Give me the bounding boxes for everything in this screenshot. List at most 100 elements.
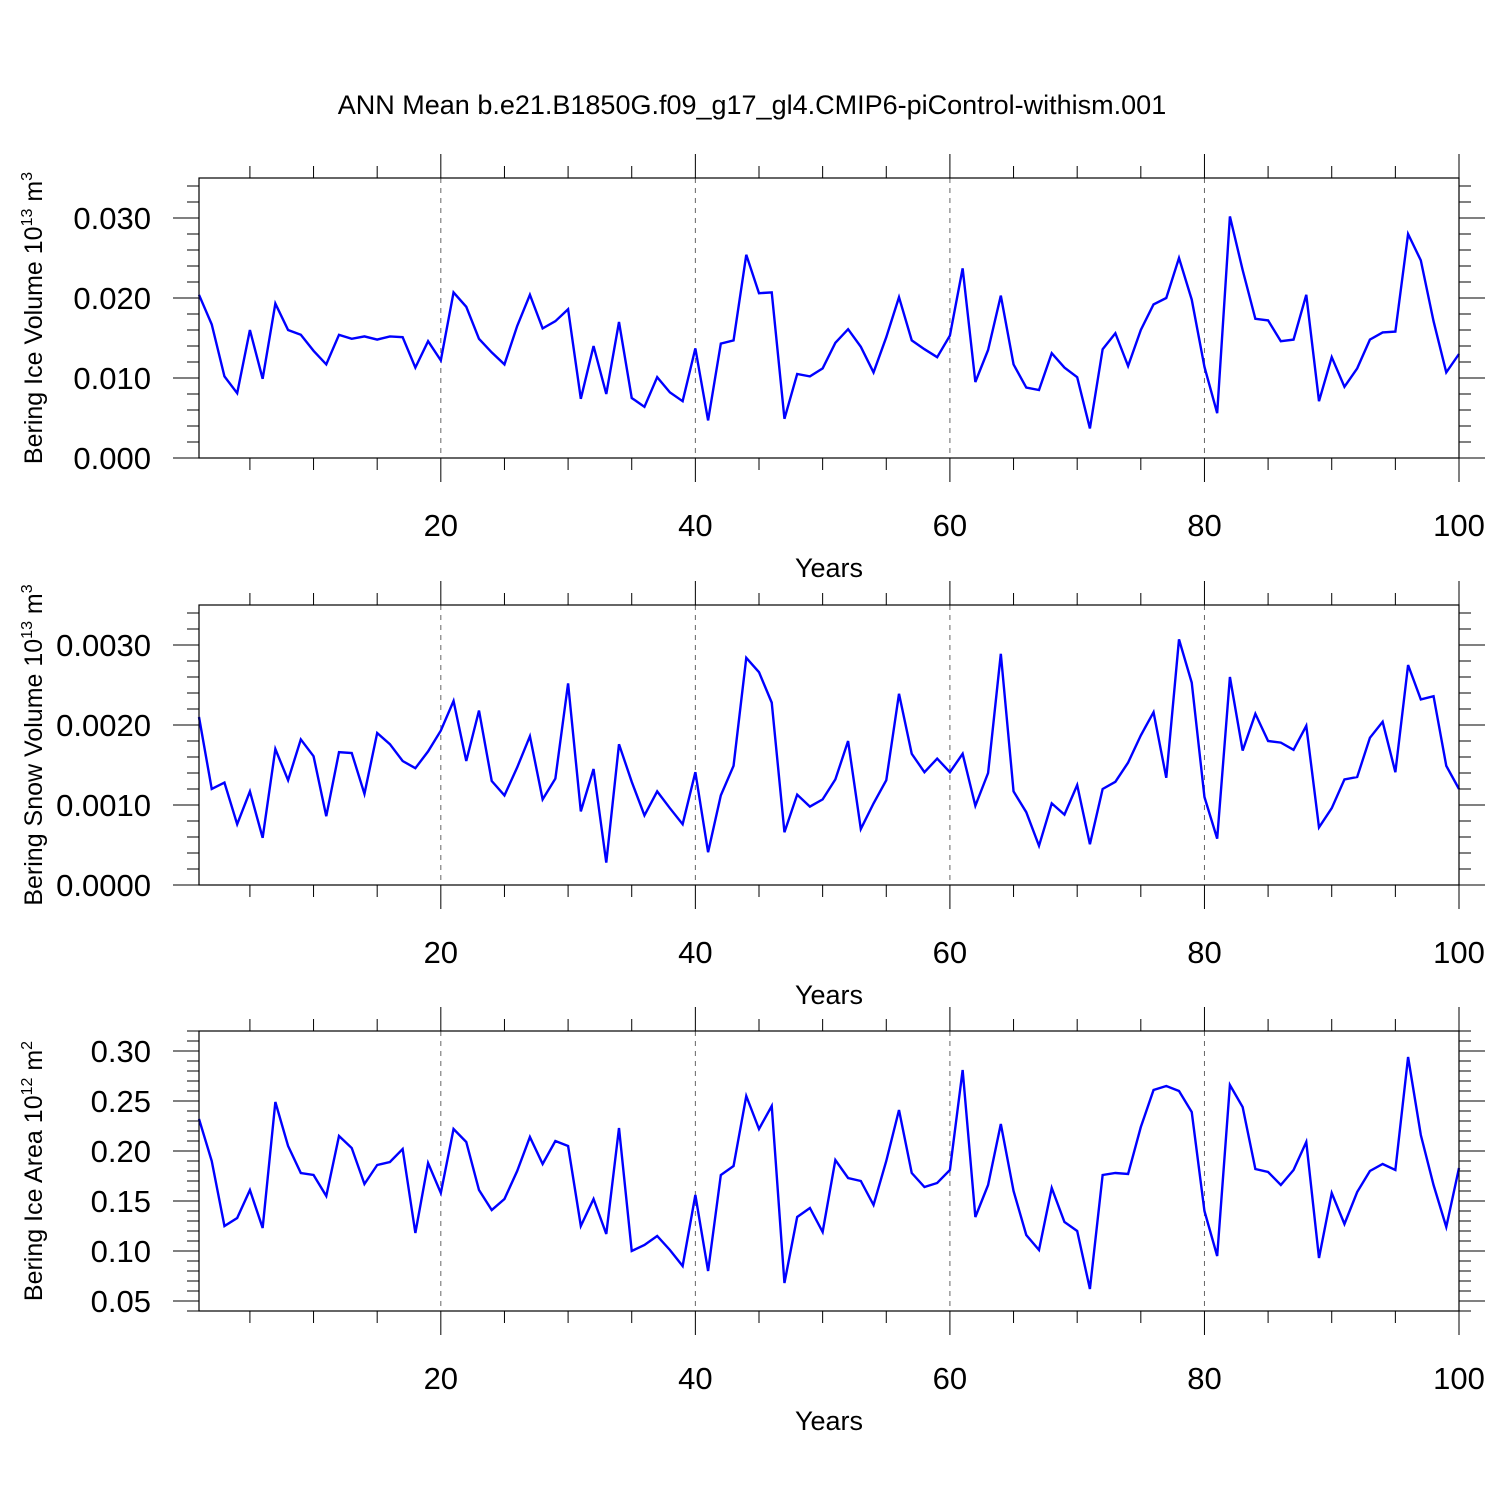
data-point	[262, 1228, 263, 1229]
data-point	[835, 342, 836, 343]
data-point	[1331, 808, 1332, 809]
data-point	[211, 789, 212, 790]
data-point	[797, 794, 798, 795]
data-point	[899, 1110, 900, 1111]
data-point	[402, 337, 403, 338]
data-point	[453, 292, 454, 293]
data-point	[288, 330, 289, 331]
y-axis-title: Bering Ice Area 1012 m2	[19, 1041, 48, 1301]
data-point	[1153, 304, 1154, 305]
data-point	[1204, 366, 1205, 367]
data-point	[364, 1184, 365, 1185]
x-tick-label: 60	[933, 935, 967, 970]
data-point	[631, 398, 632, 399]
data-point	[1268, 1172, 1269, 1173]
data-point	[1280, 1185, 1281, 1186]
data-point	[1000, 653, 1001, 654]
data-point	[708, 420, 709, 421]
data-point	[491, 1210, 492, 1211]
data-point	[1268, 320, 1269, 321]
data-point	[224, 782, 225, 783]
data-point	[351, 753, 352, 754]
data-point	[1382, 721, 1383, 722]
data-point	[988, 1185, 989, 1186]
data-point	[249, 1190, 250, 1191]
data-point	[860, 1181, 861, 1182]
data-point	[784, 418, 785, 419]
y-tick-label: 0.0000	[56, 868, 151, 903]
y-tick-label: 0.000	[73, 441, 151, 476]
data-point	[440, 360, 441, 361]
data-point	[657, 1236, 658, 1237]
data-point	[848, 329, 849, 330]
data-point	[924, 772, 925, 773]
y-tick-label: 0.30	[91, 1034, 151, 1069]
data-point	[313, 1175, 314, 1176]
data-point	[237, 824, 238, 825]
data-point	[886, 780, 887, 781]
data-point	[1026, 812, 1027, 813]
data-point	[924, 349, 925, 350]
data-point	[1051, 353, 1052, 354]
data-point	[1204, 797, 1205, 798]
data-point	[682, 401, 683, 402]
data-point	[568, 1146, 569, 1147]
data-point	[1331, 1193, 1332, 1194]
data-point	[1242, 270, 1243, 271]
data-point	[364, 336, 365, 337]
data-point	[1395, 1170, 1396, 1171]
data-point	[288, 1146, 289, 1147]
data-point	[491, 352, 492, 353]
data-point	[644, 815, 645, 816]
data-point	[300, 739, 301, 740]
data-point	[415, 367, 416, 368]
data-point	[1408, 234, 1409, 235]
data-point	[313, 350, 314, 351]
data-point	[631, 781, 632, 782]
data-point	[224, 1226, 225, 1227]
data-point	[860, 829, 861, 830]
data-point	[949, 1170, 950, 1171]
data-point	[644, 1245, 645, 1246]
data-point	[759, 293, 760, 294]
x-axis-title: Years	[795, 980, 863, 1010]
data-point	[1064, 814, 1065, 815]
data-point	[1433, 321, 1434, 322]
data-point	[326, 816, 327, 817]
data-point	[759, 1129, 760, 1130]
data-point	[377, 339, 378, 340]
data-point	[1077, 1231, 1078, 1232]
data-point	[911, 340, 912, 341]
data-point	[1089, 428, 1090, 429]
data-point	[275, 303, 276, 304]
data-point	[784, 1283, 785, 1284]
panel-snow-volume: 0.0000 0.0010 0.0020 0.0030 20 40 60 80 100 Years…	[19, 581, 1485, 1010]
data-point	[1039, 390, 1040, 391]
data-point	[1344, 779, 1345, 780]
data-point	[1115, 781, 1116, 782]
data-point	[313, 756, 314, 757]
data-point	[1140, 330, 1141, 331]
data-point	[1369, 737, 1370, 738]
data-point	[568, 309, 569, 310]
data-point	[1293, 339, 1294, 340]
series-line	[197, 1056, 1461, 1290]
data-point	[1344, 386, 1345, 387]
data-point	[1153, 1090, 1154, 1091]
data-point	[1229, 216, 1230, 217]
data-point	[848, 1178, 849, 1179]
data-point	[822, 799, 823, 800]
data-point	[1306, 725, 1307, 726]
data-point	[1102, 349, 1103, 350]
data-point	[733, 765, 734, 766]
data-point	[695, 348, 696, 349]
data-point	[440, 730, 441, 731]
data-point	[491, 781, 492, 782]
data-point	[822, 368, 823, 369]
data-point	[1255, 1169, 1256, 1170]
data-point	[746, 1096, 747, 1097]
data-point	[619, 322, 620, 323]
data-point	[1128, 366, 1129, 367]
x-axis-title: Years	[795, 553, 863, 583]
